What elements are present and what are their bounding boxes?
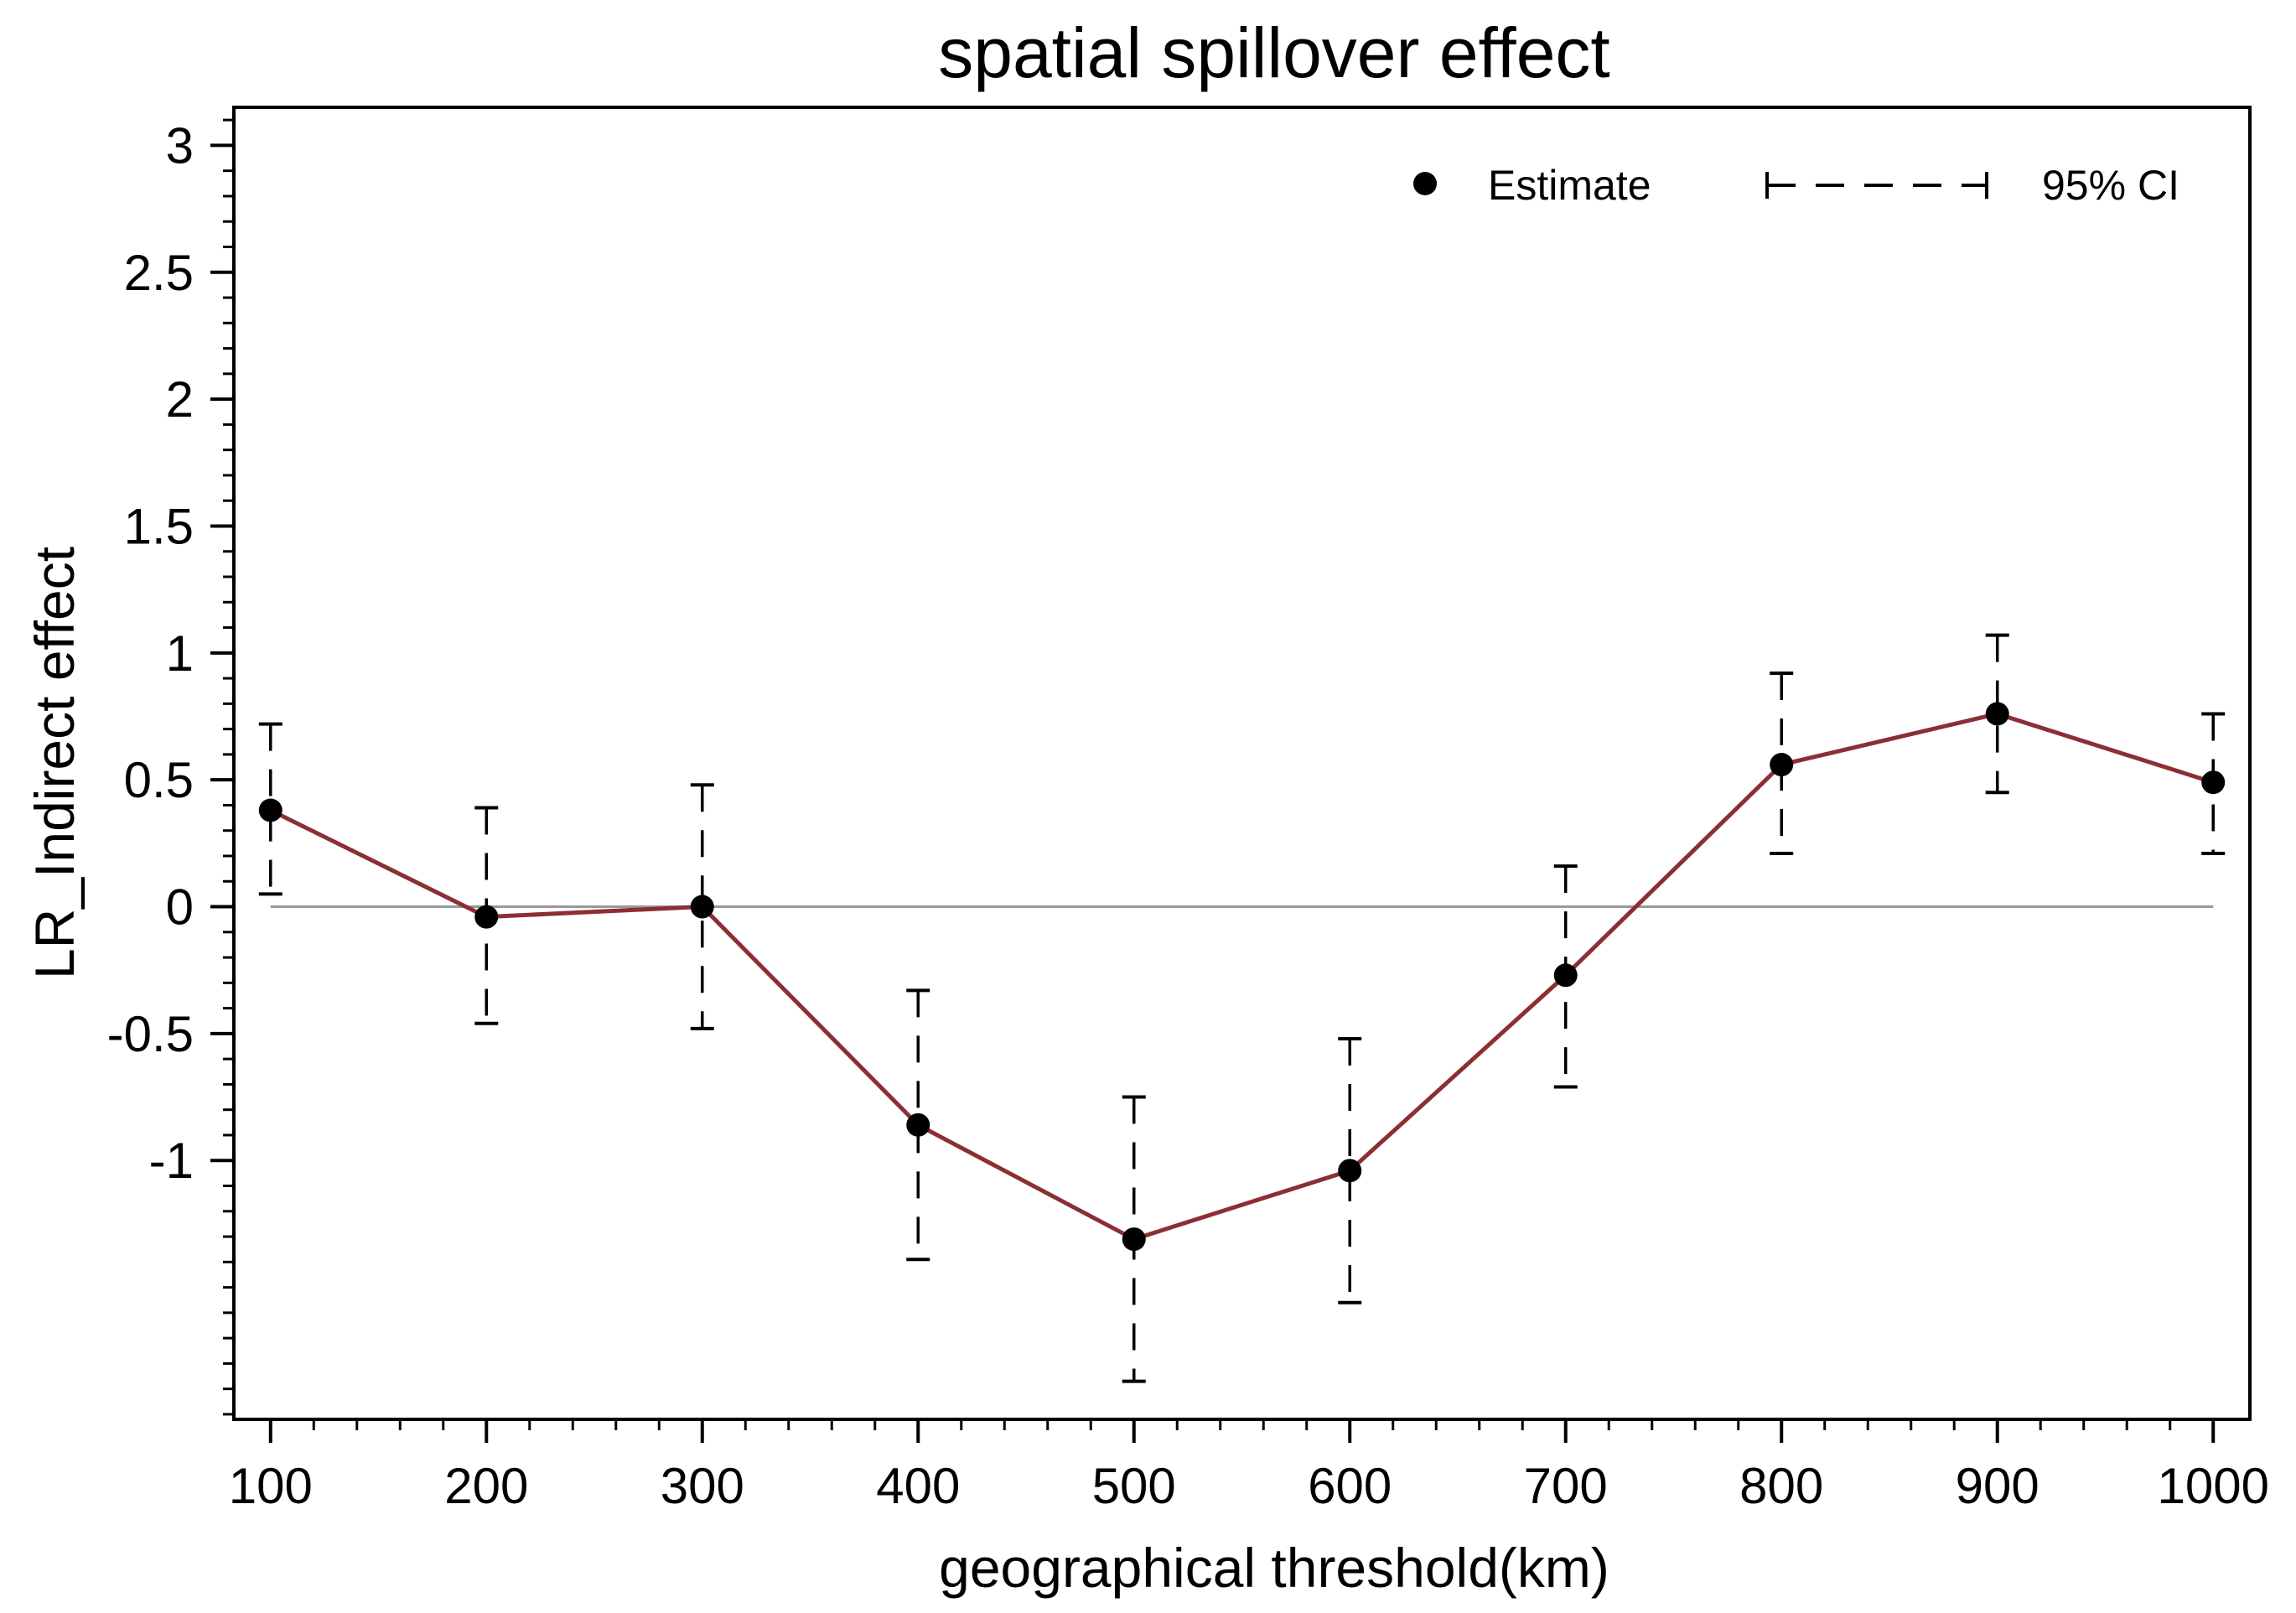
x-axis-label: geographical threshold(km) <box>939 1537 1609 1599</box>
y-tick-label: 1 <box>166 625 194 682</box>
y-tick-label: 3 <box>166 117 194 174</box>
plot-area <box>258 633 2226 1383</box>
estimate-point <box>1553 963 1578 988</box>
x-tick-label: 300 <box>661 1458 744 1514</box>
chart-title: spatial spillover effect <box>938 13 1610 92</box>
y-tick-label: -0.5 <box>107 1006 194 1062</box>
y-tick-label: 0.5 <box>124 752 194 808</box>
x-tick-label: 200 <box>444 1458 528 1514</box>
y-axis: 3 2.5 2 1.5 1 0.5 0 -0.5 -1 <box>107 117 234 1416</box>
estimate-point <box>258 798 282 822</box>
y-axis-label: LR_Indirect effect <box>23 547 86 979</box>
y-tick-label: 2.5 <box>124 245 194 301</box>
x-tick-label: 500 <box>1092 1458 1176 1514</box>
y-tick-label: -1 <box>149 1133 194 1189</box>
y-tick-label: 2 <box>166 371 194 428</box>
x-tick-label: 700 <box>1524 1458 1608 1514</box>
x-axis: 100 200 300 400 500 600 700 800 900 1000 <box>229 1419 2269 1514</box>
legend-estimate-marker <box>1413 172 1437 195</box>
estimate-line <box>269 711 2214 1242</box>
y-tick-label: 0 <box>166 879 194 936</box>
x-tick-label: 400 <box>876 1458 960 1514</box>
plot-frame <box>232 106 2252 1421</box>
x-tick-label: 800 <box>1739 1458 1823 1514</box>
legend: Estimate 95% CI <box>1413 162 2179 209</box>
estimate-point <box>1770 753 1794 777</box>
estimate-point <box>690 895 714 919</box>
estimate-point <box>1122 1227 1146 1252</box>
legend-estimate-label: Estimate <box>1488 162 1651 209</box>
x-tick-label: 100 <box>229 1458 313 1514</box>
x-tick-label: 900 <box>1956 1458 2039 1514</box>
estimate-point <box>906 1113 930 1137</box>
x-tick-label: 600 <box>1308 1458 1392 1514</box>
legend-ci-label: 95% CI <box>2042 162 2179 209</box>
y-tick-label: 1.5 <box>124 498 194 554</box>
x-tick-label: 1000 <box>2157 1458 2268 1514</box>
estimate-point <box>1338 1159 1362 1183</box>
estimate-point <box>1985 702 2009 726</box>
estimate-point <box>2201 770 2226 795</box>
estimate-point <box>474 905 499 929</box>
